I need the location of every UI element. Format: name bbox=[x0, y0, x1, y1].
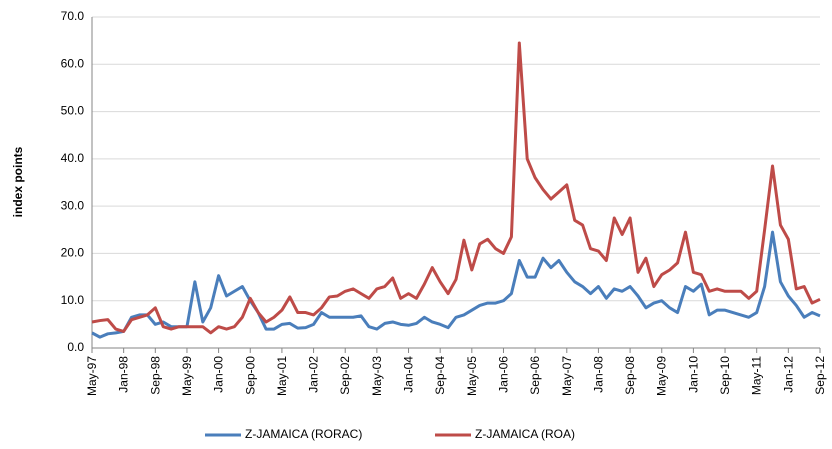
y-tick-label: 10.0 bbox=[61, 293, 85, 307]
x-tick-label: May-01 bbox=[275, 356, 289, 396]
x-tick-label: Sep-12 bbox=[813, 356, 827, 395]
x-tick-label: May-05 bbox=[465, 356, 479, 396]
legend-label: Z-JAMAICA (RORAC) bbox=[245, 427, 362, 441]
x-tick-label: May-97 bbox=[85, 356, 99, 396]
x-tick-label: Sep-02 bbox=[338, 356, 352, 395]
series-line bbox=[91, 41, 821, 335]
x-tick-label: Sep-08 bbox=[623, 356, 637, 395]
x-tick-label: Jan-02 bbox=[307, 356, 321, 393]
series-line bbox=[91, 230, 821, 339]
x-tick-label: Jan-10 bbox=[686, 356, 700, 393]
y-tick-label: 20.0 bbox=[61, 246, 85, 260]
x-tick-label: May-09 bbox=[655, 356, 669, 396]
x-tick-label: Jan-04 bbox=[402, 356, 416, 393]
x-tick-label: Jan-98 bbox=[117, 356, 131, 393]
x-tick-label: Jan-12 bbox=[781, 356, 795, 393]
x-tick-label: Sep-04 bbox=[433, 356, 447, 395]
y-axis-title: index points bbox=[11, 146, 25, 217]
y-tick-label: 60.0 bbox=[61, 56, 85, 70]
y-tick-label: 0.0 bbox=[67, 340, 84, 354]
x-tick-label: Jan-00 bbox=[212, 356, 226, 393]
y-tick-label: 30.0 bbox=[61, 198, 85, 212]
x-tick-label: May-07 bbox=[560, 356, 574, 396]
x-tick-label: Sep-10 bbox=[718, 356, 732, 395]
x-tick-label: Jan-06 bbox=[496, 356, 510, 393]
x-tick-label: Sep-98 bbox=[148, 356, 162, 395]
x-tick-label: Sep-00 bbox=[243, 356, 257, 395]
x-tick-label: May-11 bbox=[750, 356, 764, 395]
y-tick-label: 50.0 bbox=[61, 104, 85, 118]
legend-label: Z-JAMAICA (ROA) bbox=[475, 427, 575, 441]
y-tick-label: 70.0 bbox=[61, 9, 85, 23]
y-tick-label: 40.0 bbox=[61, 151, 85, 165]
x-tick-label: Jan-08 bbox=[591, 356, 605, 393]
x-tick-label: Sep-06 bbox=[528, 356, 542, 395]
x-tick-label: May-03 bbox=[370, 356, 384, 396]
x-tick-label: May-99 bbox=[180, 356, 194, 396]
